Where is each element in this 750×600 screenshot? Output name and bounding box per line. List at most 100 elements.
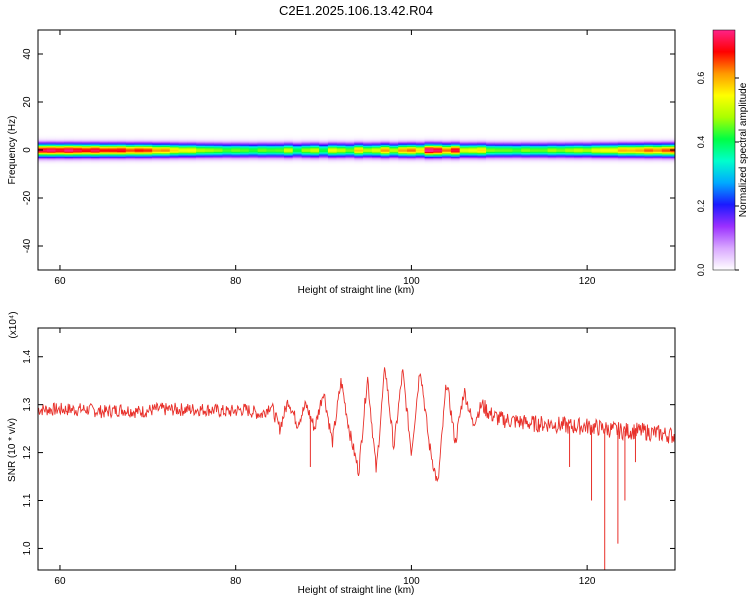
heatmap-cell bbox=[547, 156, 557, 158]
heatmap-cell bbox=[644, 156, 654, 158]
heatmap-cell bbox=[450, 163, 461, 166]
heatmap-cell bbox=[635, 146, 645, 149]
heatmap-cell bbox=[257, 134, 268, 137]
heatmap-cell bbox=[494, 145, 505, 148]
heatmap-cell bbox=[99, 157, 109, 160]
heatmap-cell bbox=[64, 151, 74, 154]
heatmap-cell bbox=[301, 145, 311, 148]
heatmap-cell bbox=[459, 140, 470, 143]
heatmap-cell bbox=[73, 150, 83, 152]
heatmap-cell bbox=[494, 143, 505, 145]
heatmap-cell bbox=[38, 146, 48, 149]
heatmap-cell bbox=[512, 145, 522, 148]
heatmap-cell bbox=[187, 159, 197, 162]
heatmap-cell bbox=[661, 149, 672, 151]
heatmap-cell bbox=[477, 164, 487, 167]
heatmap-cell bbox=[521, 155, 531, 157]
heatmap-cell bbox=[90, 152, 101, 155]
heatmap-cell bbox=[565, 159, 575, 162]
heatmap-cell bbox=[380, 149, 391, 151]
heatmap-cell bbox=[503, 135, 514, 138]
heatmap-cell bbox=[486, 146, 496, 149]
heatmap-cell bbox=[459, 164, 470, 167]
heatmap-cell bbox=[626, 164, 637, 167]
heatmap-cell bbox=[196, 158, 206, 161]
heatmap-cell bbox=[653, 151, 663, 154]
heatmap-cell bbox=[196, 134, 206, 137]
heatmap-cell bbox=[670, 153, 675, 156]
heatmap-cell bbox=[380, 156, 391, 158]
heatmap-cell bbox=[591, 157, 601, 160]
heatmap-cell bbox=[521, 149, 531, 151]
heatmap-cell bbox=[477, 163, 487, 166]
heatmap-cell bbox=[503, 164, 514, 167]
heatmap-cell bbox=[459, 155, 470, 157]
heatmap-cell bbox=[284, 137, 294, 139]
heatmap-cell bbox=[398, 139, 408, 142]
heatmap-cell bbox=[152, 146, 162, 149]
heatmap-cell bbox=[354, 135, 364, 138]
spectrogram-x-tick-label: 80 bbox=[230, 276, 242, 287]
heatmap-cell bbox=[345, 137, 355, 139]
heatmap-cell bbox=[556, 137, 566, 139]
heatmap-cell bbox=[442, 135, 452, 138]
heatmap-cell bbox=[617, 135, 628, 138]
heatmap-cell bbox=[108, 156, 118, 158]
heatmap-cell bbox=[204, 143, 215, 145]
heatmap-cell bbox=[380, 159, 391, 162]
heatmap-cell bbox=[231, 141, 241, 144]
heatmap-cell bbox=[64, 159, 74, 162]
heatmap-cell bbox=[336, 161, 347, 163]
heatmap-cell bbox=[486, 139, 496, 142]
heatmap-cell bbox=[152, 153, 162, 156]
heatmap-cell bbox=[231, 150, 241, 152]
heatmap-cell bbox=[494, 163, 505, 166]
heatmap-cell bbox=[644, 134, 654, 137]
heatmap-cell bbox=[609, 138, 619, 140]
heatmap-cell bbox=[178, 139, 188, 142]
heatmap-cell bbox=[231, 149, 241, 151]
heatmap-cell bbox=[494, 135, 505, 138]
heatmap-cell bbox=[494, 137, 505, 139]
heatmap-cell bbox=[275, 150, 285, 152]
heatmap-cell bbox=[494, 155, 505, 157]
heatmap-cell bbox=[64, 147, 74, 150]
heatmap-cell bbox=[275, 149, 285, 151]
heatmap-cell bbox=[38, 155, 48, 157]
heatmap-cell bbox=[55, 143, 65, 145]
heatmap-cell bbox=[521, 138, 531, 140]
heatmap-cell bbox=[187, 153, 197, 156]
heatmap-cell bbox=[582, 137, 593, 139]
heatmap-cell bbox=[547, 139, 557, 142]
heatmap-cell bbox=[565, 152, 575, 155]
heatmap-cell bbox=[626, 143, 637, 145]
heatmap-cell bbox=[143, 157, 153, 160]
heatmap-cell bbox=[617, 163, 628, 166]
heatmap-cell bbox=[538, 135, 549, 138]
heatmap-cell bbox=[152, 150, 162, 152]
heatmap-cell bbox=[450, 155, 461, 157]
heatmap-cell bbox=[415, 149, 426, 151]
heatmap-cell bbox=[477, 162, 487, 164]
heatmap-cell bbox=[336, 153, 347, 156]
heatmap-cell bbox=[468, 140, 478, 143]
heatmap-cell bbox=[565, 151, 575, 154]
heatmap-cell bbox=[591, 159, 601, 162]
heatmap-cell bbox=[363, 159, 373, 162]
heatmap-cell bbox=[125, 144, 136, 146]
heatmap-cell bbox=[152, 147, 162, 150]
heatmap-cell bbox=[292, 144, 303, 146]
heatmap-cell bbox=[327, 158, 338, 161]
heatmap-cell bbox=[661, 141, 672, 144]
heatmap-cell bbox=[644, 152, 654, 155]
heatmap-cell bbox=[310, 143, 320, 145]
heatmap-cell bbox=[468, 137, 478, 139]
heatmap-cell bbox=[389, 146, 399, 149]
heatmap-cell bbox=[327, 139, 338, 142]
heatmap-cell bbox=[538, 147, 549, 150]
heatmap-cell bbox=[459, 144, 470, 146]
heatmap-cell bbox=[538, 162, 549, 164]
heatmap-cell bbox=[319, 145, 329, 148]
heatmap-cell bbox=[90, 156, 101, 158]
heatmap-cell bbox=[117, 139, 127, 142]
